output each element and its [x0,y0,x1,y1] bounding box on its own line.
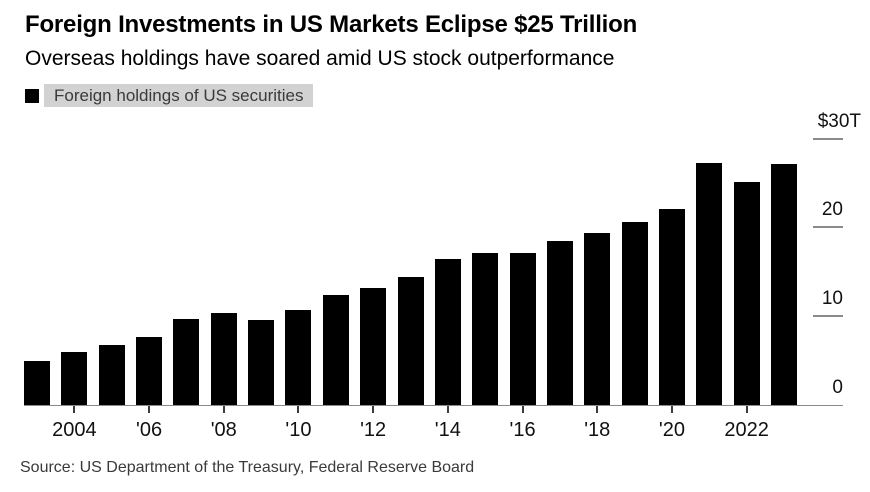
legend-label: Foreign holdings of US securities [44,84,314,107]
x-tick-label-2016: '16 [509,419,536,441]
chart-subtitle: Overseas holdings have soared amid US st… [25,47,615,70]
x-tick-label-2020: '20 [658,419,685,441]
x-tick-label-2004: 2004 [52,419,97,441]
x-tick-2022 [745,406,748,413]
bar-2012 [360,287,387,405]
bar-2019 [621,222,648,405]
x-tick-2004 [73,406,76,413]
y-tick-30 [813,137,843,140]
legend-square-icon [25,88,39,103]
x-tick-label-2010: '10 [285,419,312,441]
x-tick-2012 [372,406,375,413]
bar-2018 [584,232,611,405]
legend: Foreign holdings of US securities [25,84,314,107]
bar-2004 [61,351,88,405]
y-axis-label-30: $30T [817,110,861,132]
x-axis-line [24,405,843,406]
bar-2015 [472,253,499,405]
bar-2021 [696,162,723,405]
x-tick-2006 [148,406,151,413]
bar-2013 [397,277,424,405]
x-tick-2008 [222,406,225,413]
y-tick-10 [813,315,843,318]
x-tick-label-2018: '18 [584,419,611,441]
bar-2014 [434,259,461,405]
bar-2016 [509,253,536,405]
x-tick-label-2014: '14 [434,419,461,441]
source-note: Source: US Department of the Treasury, F… [20,459,475,476]
x-tick-2018 [596,406,599,413]
x-tick-label-2012: '12 [360,419,387,441]
x-tick-2016 [521,406,524,413]
bar-2007 [173,318,200,405]
y-tick-20 [813,226,843,229]
y-axis-label-20: 20 [821,199,843,221]
y-axis-label-0: 0 [832,377,843,398]
bar-2006 [136,336,163,405]
x-tick-2014 [446,406,449,413]
y-axis-label-10: 10 [821,288,843,310]
bar-2022 [733,182,760,405]
bar-2003 [24,361,50,405]
bar-2017 [546,240,573,405]
bar-2009 [248,319,275,405]
bar-2011 [322,294,349,405]
x-tick-label-2006: '06 [136,419,163,441]
x-tick-label-2008: '08 [210,419,237,441]
bar-2020 [658,208,685,405]
x-tick-label-2022: 2022 [724,419,769,441]
bar-2005 [98,344,125,405]
x-tick-2010 [297,406,300,413]
x-tick-2020 [670,406,673,413]
bar-2023 [771,164,797,405]
bar-2010 [285,309,312,405]
chart-title: Foreign Investments in US Markets Eclips… [25,11,638,38]
bar-2008 [210,312,237,405]
